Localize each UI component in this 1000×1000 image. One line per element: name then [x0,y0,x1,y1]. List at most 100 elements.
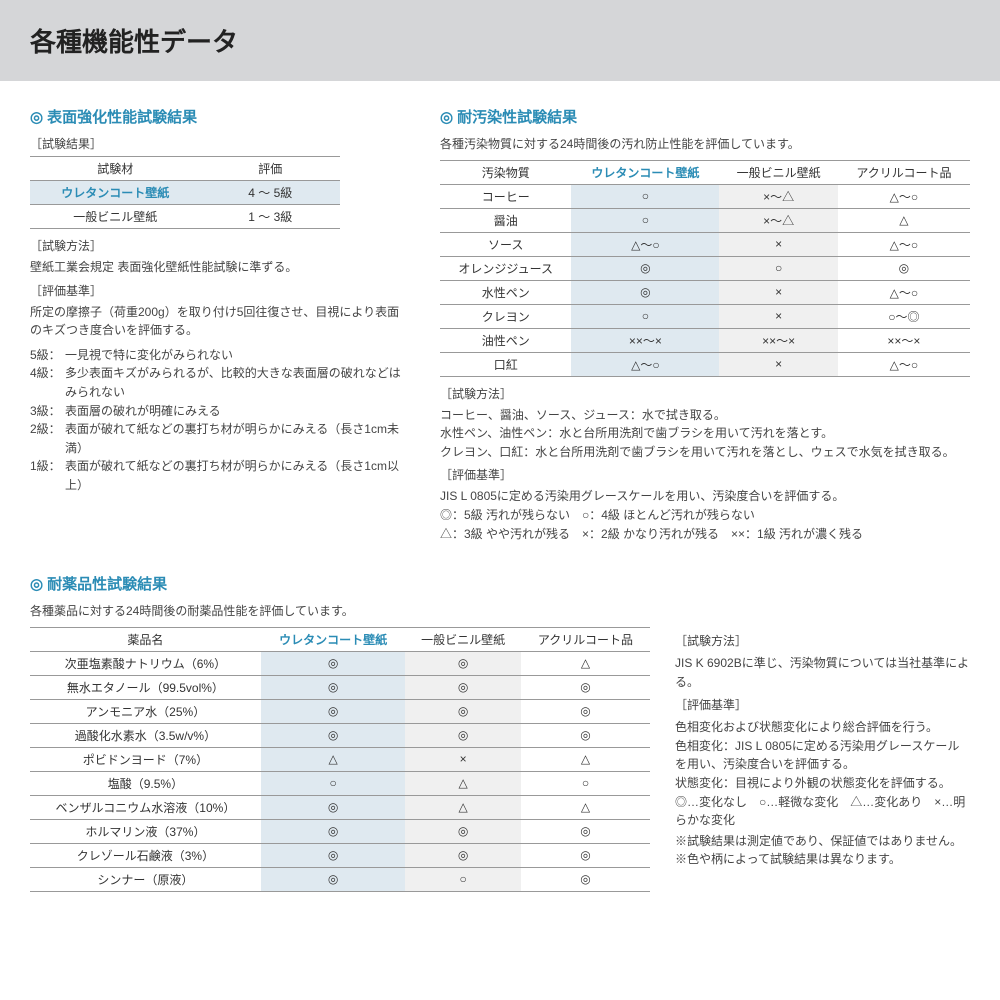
table-row: ウレタンコート壁紙4 〜 5級 [30,181,340,205]
cell: ◎ [405,651,521,675]
grade-item: 2級：表面が破れて紙などの裏打ち材が明らかにみえる（長さ1cm未満） [30,420,410,457]
cell: ○ [521,771,650,795]
section-chemical: ◎耐薬品性試験結果 各種薬品に対する24時間後の耐薬品性能を評価しています。 薬… [0,563,1000,912]
cell: ◎ [261,843,405,867]
th: 汚染物質 [440,160,571,184]
cell: ◎ [261,651,405,675]
cell: ◎ [571,256,719,280]
criteria-text: 状態変化：目視により外観の状態変化を評価する。 [675,774,970,793]
cell: ◎ [261,675,405,699]
cell: 過酸化水素水（3.5w/v%） [30,723,261,747]
grade-text: 多少表面キズがみられるが、比較的大きな表面層の破れなどはみられない [65,364,410,401]
cell: ◎ [521,699,650,723]
cell: ××〜× [719,328,837,352]
cell: × [719,304,837,328]
cell: アンモニア水（25%） [30,699,261,723]
cell: ○ [719,256,837,280]
section3-title: ◎耐薬品性試験結果 [30,573,970,594]
cell: ◎ [261,699,405,723]
method-label: ［試験方法］ [675,632,970,651]
table-row: ベンザルコニウム水溶液（10%）◎△△ [30,795,650,819]
table-row: クレヨン○×○〜◎ [440,304,970,328]
cell: △ [521,651,650,675]
cell: クレゾール石鹸液（3%） [30,843,261,867]
table-row: ホルマリン液（37%）◎◎◎ [30,819,650,843]
legend: ◎：5級 汚れが残らない ○：4級 ほとんど汚れが残らない [440,506,970,525]
section3-notes: ［試験方法］ JIS K 6902Bに準じ、汚染物質については当社基準による。 … [675,627,970,869]
cell: △ [405,795,521,819]
table-row: 油性ペン××〜×××〜×××〜× [440,328,970,352]
bullet-icon: ◎ [440,109,453,126]
method-text: 水性ペン、油性ペン：水と台所用洗剤で歯ブラシを用いて汚れを落とす。 [440,424,970,443]
cell: ウレタンコート壁紙 [30,181,201,205]
cell: ◎ [571,280,719,304]
table-row: コーヒー○×〜△△〜○ [440,184,970,208]
table-row: オレンジジュース◎○◎ [440,256,970,280]
grade-text: 一見視で特に変化がみられない [65,346,410,365]
cell: ××〜× [838,328,970,352]
cell: 塩酸（9.5%） [30,771,261,795]
cell: ◎ [261,819,405,843]
page-header: 各種機能性データ [0,0,1000,81]
method-text: 壁紙工業会規定 表面強化壁紙性能試験に準ずる。 [30,258,410,277]
cell: ◎ [405,699,521,723]
cell: △ [838,208,970,232]
cell: クレヨン [440,304,571,328]
section-stain: ◎耐汚染性試験結果 各種汚染物質に対する24時間後の汚れ防止性能を評価しています… [440,106,970,543]
section3-table: 薬品名ウレタンコート壁紙一般ビニル壁紙アクリルコート品 次亜塩素酸ナトリウム（6… [30,627,650,892]
method-text: JIS K 6902Bに準じ、汚染物質については当社基準による。 [675,654,970,691]
legend: △：3級 やや汚れが残る ×：2級 かなり汚れが残る ××：1級 汚れが濃く残る [440,525,970,544]
cell: 口紅 [440,352,571,376]
cell: ○ [571,184,719,208]
method-text: クレヨン、口紅：水と台所用洗剤で歯ブラシを用いて汚れを落とし、ウェスで水気を拭き… [440,443,970,462]
cell: 油性ペン [440,328,571,352]
table-row: 水性ペン◎×△〜○ [440,280,970,304]
table-row: 次亜塩素酸ナトリウム（6%）◎◎△ [30,651,650,675]
grade-item: 4級：多少表面キズがみられるが、比較的大きな表面層の破れなどはみられない [30,364,410,401]
cell: 一般ビニル壁紙 [30,205,201,229]
cell: ◎ [405,819,521,843]
cell: 醤油 [440,208,571,232]
method-text: コーヒー、醤油、ソース、ジュース：水で拭き取る。 [440,406,970,425]
note: ※試験結果は測定値であり、保証値ではありません。 [675,832,970,851]
cell: × [405,747,521,771]
cell: ○ [571,208,719,232]
cell: × [719,232,837,256]
cell: △〜○ [571,232,719,256]
cell: コーヒー [440,184,571,208]
table-row: シンナー（原液）◎○◎ [30,867,650,891]
cell: ◎ [521,675,650,699]
grade-label: 2級： [30,420,65,457]
cell: ◎ [261,867,405,891]
criteria-label: ［評価基準］ [675,696,970,715]
cell: オレンジジュース [440,256,571,280]
cell: ◎ [521,819,650,843]
criteria-text: 色相変化および状態変化により総合評価を行う。 [675,718,970,737]
cell: 1 〜 3級 [201,205,341,229]
table-row: 過酸化水素水（3.5w/v%）◎◎◎ [30,723,650,747]
cell: ○ [405,867,521,891]
grade-text: 表面が破れて紙などの裏打ち材が明らかにみえる（長さ1cm以上） [65,457,410,494]
cell: ◎ [261,723,405,747]
th: 試験材 [30,157,201,181]
grade-label: 5級： [30,346,65,365]
cell: 次亜塩素酸ナトリウム（6%） [30,651,261,675]
grade-text: 表面が破れて紙などの裏打ち材が明らかにみえる（長さ1cm未満） [65,420,410,457]
cell: △〜○ [838,184,970,208]
cell: 無水エタノール（99.5vol%） [30,675,261,699]
table-row: 一般ビニル壁紙1 〜 3級 [30,205,340,229]
section3-desc: 各種薬品に対する24時間後の耐薬品性能を評価しています。 [30,602,970,621]
table-row: 口紅△〜○×△〜○ [440,352,970,376]
cell: 水性ペン [440,280,571,304]
cell: ◎ [521,723,650,747]
results-label: ［試験結果］ [30,135,410,152]
section1-title: ◎表面強化性能試験結果 [30,106,410,127]
cell: ◎ [261,795,405,819]
th: 一般ビニル壁紙 [719,160,837,184]
cell: △〜○ [838,232,970,256]
cell: △ [521,795,650,819]
th: アクリルコート品 [521,627,650,651]
section-surface: ◎表面強化性能試験結果 ［試験結果］ 試験材 評価 ウレタンコート壁紙4 〜 5… [30,106,410,543]
cell: ◎ [521,867,650,891]
criteria-text: 所定の摩擦子（荷重200g）を取り付け5回往復させ、目視により表面のキズつき度合… [30,303,410,340]
